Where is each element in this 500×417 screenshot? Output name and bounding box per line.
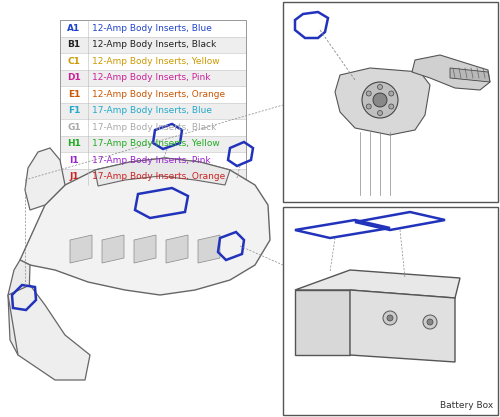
Polygon shape <box>8 260 30 355</box>
FancyBboxPatch shape <box>283 207 498 415</box>
Text: 17-Amp Body Inserts, Orange: 17-Amp Body Inserts, Orange <box>92 172 225 181</box>
Text: H1: H1 <box>67 139 81 148</box>
FancyBboxPatch shape <box>60 168 246 185</box>
Polygon shape <box>8 285 90 380</box>
FancyBboxPatch shape <box>60 20 246 37</box>
Text: C1: C1 <box>68 57 80 66</box>
Circle shape <box>383 311 397 325</box>
Polygon shape <box>335 68 430 135</box>
Polygon shape <box>295 270 460 298</box>
FancyBboxPatch shape <box>60 86 246 103</box>
Text: D1: D1 <box>67 73 81 82</box>
Text: G1: G1 <box>67 123 81 132</box>
Circle shape <box>362 82 398 118</box>
Text: 12-Amp Body Inserts, Yellow: 12-Amp Body Inserts, Yellow <box>92 57 220 66</box>
Text: Battery Box: Battery Box <box>440 401 493 410</box>
Polygon shape <box>166 235 188 263</box>
FancyBboxPatch shape <box>60 37 246 53</box>
FancyBboxPatch shape <box>60 53 246 70</box>
Polygon shape <box>25 148 65 210</box>
Circle shape <box>373 93 387 107</box>
FancyBboxPatch shape <box>60 152 246 168</box>
Polygon shape <box>95 158 230 186</box>
FancyBboxPatch shape <box>60 103 246 119</box>
Text: 17-Amp Body Inserts, Yellow: 17-Amp Body Inserts, Yellow <box>92 139 220 148</box>
Text: B1: B1 <box>68 40 80 49</box>
Text: 12-Amp Body Inserts, Black: 12-Amp Body Inserts, Black <box>92 40 216 49</box>
Polygon shape <box>198 235 220 263</box>
Circle shape <box>389 91 394 96</box>
FancyBboxPatch shape <box>283 2 498 202</box>
Circle shape <box>423 315 437 329</box>
Text: E1: E1 <box>68 90 80 99</box>
FancyBboxPatch shape <box>60 119 246 136</box>
Text: 12-Amp Body Inserts, Pink: 12-Amp Body Inserts, Pink <box>92 73 210 82</box>
Polygon shape <box>350 290 455 362</box>
Text: 12-Amp Body Inserts, Blue: 12-Amp Body Inserts, Blue <box>92 24 212 33</box>
Polygon shape <box>412 55 490 90</box>
Polygon shape <box>134 235 156 263</box>
Circle shape <box>366 104 371 109</box>
Circle shape <box>366 91 371 96</box>
Text: 12-Amp Body Inserts, Orange: 12-Amp Body Inserts, Orange <box>92 90 225 99</box>
FancyBboxPatch shape <box>60 70 246 86</box>
Text: 17-Amp Body Inserts, Blue: 17-Amp Body Inserts, Blue <box>92 106 212 115</box>
Circle shape <box>378 85 382 90</box>
Text: I1: I1 <box>69 156 79 165</box>
Text: F1: F1 <box>68 106 80 115</box>
Circle shape <box>378 111 382 116</box>
Text: J1: J1 <box>69 172 79 181</box>
Polygon shape <box>102 235 124 263</box>
Polygon shape <box>70 235 92 263</box>
Text: 17-Amp Body Inserts, Pink: 17-Amp Body Inserts, Pink <box>92 156 210 165</box>
Text: A1: A1 <box>68 24 80 33</box>
Text: 17-Amp Body Inserts, Black: 17-Amp Body Inserts, Black <box>92 123 216 132</box>
Polygon shape <box>450 68 490 82</box>
Circle shape <box>387 315 393 321</box>
Polygon shape <box>295 290 350 355</box>
Circle shape <box>389 104 394 109</box>
Polygon shape <box>20 158 270 295</box>
Circle shape <box>427 319 433 325</box>
FancyBboxPatch shape <box>60 136 246 152</box>
